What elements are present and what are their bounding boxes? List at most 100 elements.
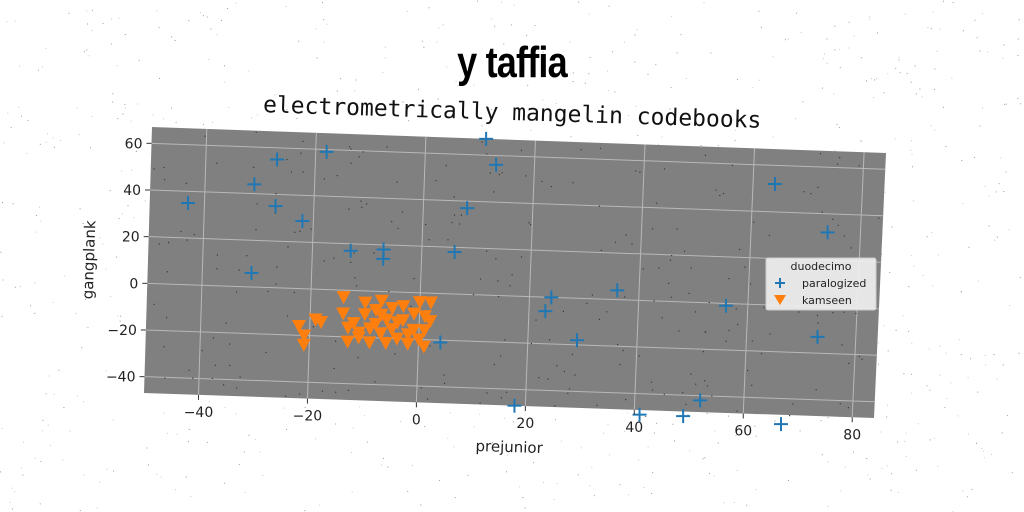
point-paralogized-20 — [767, 177, 782, 192]
point-paralogized-6 — [244, 265, 259, 280]
point-kamseen-29 — [406, 323, 421, 337]
series-kamseen — [291, 291, 438, 354]
grid-line-x-1 — [306, 132, 317, 399]
grid-line-y-4 — [150, 189, 884, 217]
point-kamseen-37 — [351, 326, 366, 340]
point-kamseen-34 — [416, 340, 431, 354]
y-axis-label: gangplank — [79, 220, 100, 300]
grid-line-y-2 — [147, 282, 879, 310]
x-tick-label-1: −20 — [293, 409, 323, 425]
legend-title: duodecimo — [791, 260, 852, 273]
x-tick-label-3: 20 — [516, 416, 534, 432]
point-kamseen-24 — [396, 300, 411, 314]
grid-line-x-0 — [197, 128, 208, 395]
y-tick-label-4: 40 — [123, 183, 141, 199]
point-kamseen-27 — [400, 337, 415, 351]
point-paralogized-19 — [718, 298, 733, 313]
x-axis-ticks: −40 −20 0 20 40 60 80 — [184, 394, 861, 443]
plot-background — [144, 127, 886, 418]
point-kamseen-6 — [336, 307, 351, 321]
legend-label-paralogized: paralogized — [802, 277, 866, 290]
point-paralogized-10 — [447, 245, 462, 260]
y-tick-label-2: 0 — [129, 276, 138, 292]
y-tick-label-0: −40 — [106, 370, 136, 386]
legend-marker-kamseen — [774, 295, 786, 305]
point-kamseen-31 — [411, 333, 426, 347]
data-points — [181, 131, 835, 432]
point-kamseen-30 — [412, 296, 427, 310]
grid-line-y-1 — [145, 329, 877, 356]
point-kamseen-14 — [362, 336, 377, 350]
point-paralogized-16 — [544, 290, 559, 305]
point-paralogized-3 — [268, 199, 283, 214]
point-paralogized-7 — [343, 243, 358, 258]
y-tick-label-3: 20 — [122, 230, 140, 246]
point-paralogized-23 — [507, 398, 522, 413]
point-kamseen-28 — [407, 307, 422, 321]
point-paralogized-15 — [538, 304, 553, 319]
point-paralogized-4 — [295, 214, 310, 229]
point-kamseen-23 — [389, 332, 404, 346]
grid-line-y-5 — [151, 142, 886, 170]
point-paralogized-18 — [610, 283, 625, 298]
legend: duodecimo paralogized kamseen — [765, 257, 877, 311]
legend-box — [765, 257, 877, 311]
point-paralogized-27 — [773, 417, 788, 432]
y-axis-ticks: −40 −20 0 20 40 60 — [106, 136, 152, 386]
point-paralogized-22 — [810, 329, 825, 344]
point-paralogized-11 — [460, 201, 475, 216]
point-kamseen-9 — [346, 317, 361, 331]
point-kamseen-39 — [390, 316, 405, 330]
point-kamseen-11 — [358, 296, 373, 310]
point-kamseen-38 — [374, 308, 389, 322]
y-tick-label-1: −20 — [107, 323, 137, 339]
point-paralogized-2 — [270, 152, 285, 167]
point-kamseen-8 — [340, 335, 355, 349]
grid-line-y-3 — [148, 236, 882, 263]
point-kamseen-12 — [357, 308, 372, 322]
page-title: y taffia — [457, 38, 568, 87]
point-kamseen-35 — [423, 296, 438, 310]
x-tick-label-5: 60 — [734, 424, 752, 440]
x-axis-label: prejunior — [475, 437, 544, 457]
point-kamseen-4 — [313, 316, 328, 330]
grid-line-y-0 — [144, 376, 875, 403]
point-kamseen-21 — [385, 302, 400, 316]
point-paralogized-14 — [433, 335, 448, 350]
point-kamseen-33 — [417, 324, 432, 338]
point-kamseen-16 — [368, 317, 383, 331]
grid-line-x-4 — [633, 144, 646, 410]
legend-label-kamseen: kamseen — [802, 294, 852, 307]
point-kamseen-17 — [373, 327, 388, 341]
grid-line-x-5 — [742, 148, 756, 414]
point-paralogized-5 — [319, 144, 334, 159]
grid-line-x-3 — [524, 140, 536, 407]
point-kamseen-22 — [384, 323, 399, 337]
point-paralogized-1 — [247, 177, 262, 192]
point-paralogized-26 — [693, 393, 708, 408]
point-paralogized-25 — [676, 409, 691, 424]
grid — [144, 128, 886, 418]
point-paralogized-0 — [181, 196, 196, 211]
x-tick-label-2: 0 — [412, 412, 421, 428]
point-kamseen-0 — [291, 319, 306, 333]
x-tick-label-0: −40 — [184, 405, 214, 421]
series-paralogized — [181, 131, 835, 432]
point-paralogized-13 — [489, 157, 504, 172]
point-kamseen-20 — [378, 336, 393, 350]
point-paralogized-24 — [632, 407, 647, 422]
x-tick-label-6: 80 — [843, 427, 861, 443]
x-tick-label-4: 40 — [625, 420, 643, 436]
point-kamseen-18 — [374, 294, 389, 308]
y-tick-label-5: 60 — [125, 136, 143, 152]
point-kamseen-36 — [423, 315, 438, 329]
point-paralogized-17 — [570, 333, 585, 348]
point-kamseen-5 — [336, 291, 351, 305]
legend-marker-paralogized — [775, 278, 785, 288]
point-paralogized-12 — [479, 131, 494, 146]
chart-title: electrometrically mangelin codebooks — [263, 92, 762, 134]
point-paralogized-21 — [820, 225, 835, 240]
point-paralogized-9 — [376, 251, 391, 266]
